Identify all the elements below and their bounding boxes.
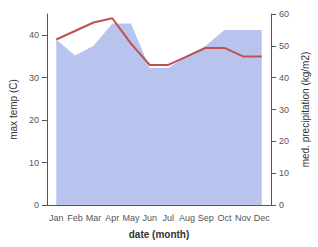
svg-text:Apr: Apr (105, 213, 119, 223)
svg-text:0: 0 (279, 200, 284, 210)
svg-text:Jun: Jun (142, 213, 157, 223)
svg-text:Feb: Feb (67, 213, 83, 223)
svg-text:Aug: Aug (179, 213, 195, 223)
svg-text:Jan: Jan (49, 213, 64, 223)
svg-text:40: 40 (279, 73, 289, 83)
svg-text:40: 40 (29, 30, 39, 40)
svg-text:30: 30 (279, 105, 289, 115)
svg-text:Dec: Dec (254, 213, 271, 223)
svg-text:Mar: Mar (86, 213, 102, 223)
svg-text:Oct: Oct (217, 213, 232, 223)
svg-text:0: 0 (34, 200, 39, 210)
svg-text:Sep: Sep (198, 213, 214, 223)
svg-text:30: 30 (29, 73, 39, 83)
svg-text:60: 60 (279, 9, 289, 19)
svg-text:May: May (122, 213, 140, 223)
svg-text:10: 10 (279, 168, 289, 178)
svg-text:max temp (C): max temp (C) (8, 79, 19, 140)
svg-text:20: 20 (29, 115, 39, 125)
svg-text:Jul: Jul (163, 213, 175, 223)
svg-text:Nov: Nov (235, 213, 252, 223)
svg-text:med. precipitation (kg/m2): med. precipitation (kg/m2) (300, 52, 311, 168)
svg-text:10: 10 (29, 158, 39, 168)
svg-text:50: 50 (279, 41, 289, 51)
svg-text:date (month): date (month) (129, 229, 190, 240)
svg-text:20: 20 (279, 136, 289, 146)
